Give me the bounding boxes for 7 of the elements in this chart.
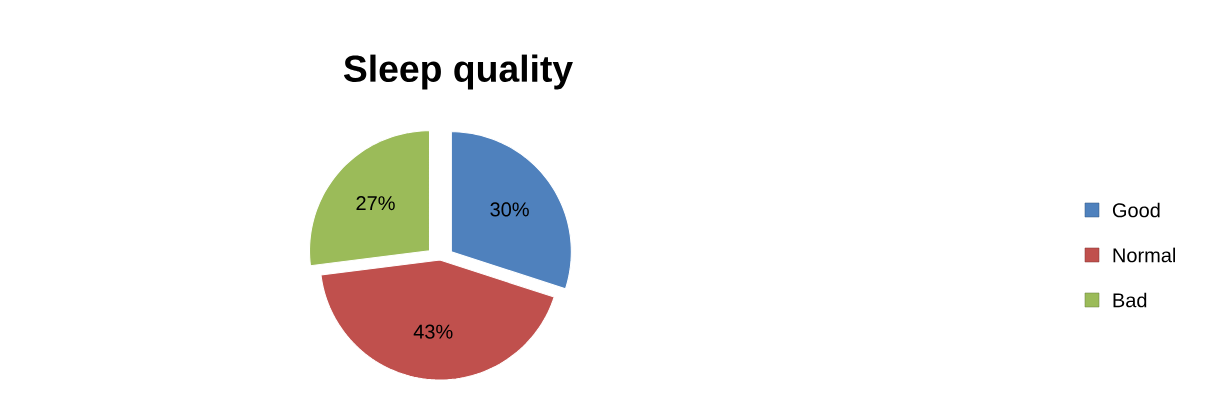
- legend-label: Normal: [1113, 247, 1176, 263]
- data-label: 27%: [356, 196, 395, 211]
- legend-label: Bad: [1113, 292, 1147, 308]
- legend-label: Good: [1112, 202, 1160, 218]
- chart-title: Sleep quality: [343, 54, 573, 90]
- data-label: 30%: [490, 202, 529, 217]
- data-label: 43%: [413, 324, 453, 339]
